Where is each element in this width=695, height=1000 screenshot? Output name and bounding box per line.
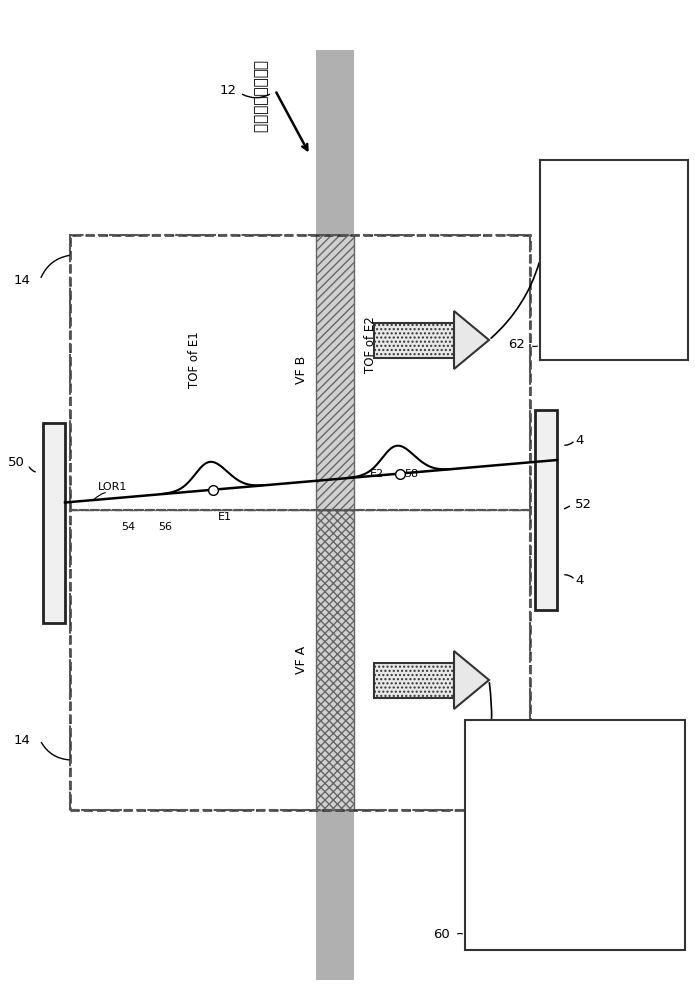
Text: 50: 50 xyxy=(8,456,25,469)
Text: TOF of E1: TOF of E1 xyxy=(188,332,202,388)
Bar xyxy=(316,50,354,235)
Bar xyxy=(316,810,354,980)
Bar xyxy=(70,235,530,510)
Text: 12: 12 xyxy=(220,84,237,97)
Text: VF B: VF B xyxy=(295,356,308,384)
Text: 58: 58 xyxy=(404,469,418,479)
Text: 4: 4 xyxy=(575,574,583,586)
Text: ·  ·  ·: · · · xyxy=(480,768,508,782)
Bar xyxy=(316,510,354,810)
Text: ·  ·  ·: · · · xyxy=(480,882,508,896)
Text: VF A: VF A xyxy=(295,646,308,674)
Text: ·  ·  ·: · · · xyxy=(555,209,583,222)
Text: TOF of E2: TOF of E2 xyxy=(364,317,377,373)
Text: E1: E1 xyxy=(218,512,231,522)
Bar xyxy=(465,720,685,950)
Text: VF  B列表文件: VF B列表文件 xyxy=(550,175,608,188)
Bar xyxy=(316,235,354,510)
Text: 14: 14 xyxy=(13,273,30,286)
Text: LOR1: LOR1 xyxy=(98,482,127,492)
Text: 14: 14 xyxy=(13,734,30,746)
Text: E2: E2 xyxy=(370,469,384,479)
Text: 54: 54 xyxy=(121,522,135,532)
Polygon shape xyxy=(454,311,489,369)
Text: E2: E2 xyxy=(555,284,571,298)
Polygon shape xyxy=(454,651,489,709)
Bar xyxy=(43,422,65,622)
Text: 52: 52 xyxy=(575,498,592,512)
Text: 56: 56 xyxy=(158,522,172,532)
Bar xyxy=(540,160,688,360)
Text: ·  ·  ·: · · · xyxy=(480,806,508,820)
Bar xyxy=(70,235,530,810)
Text: ·  ·  ·: · · · xyxy=(555,322,583,336)
Bar xyxy=(374,662,454,698)
Bar xyxy=(535,410,557,610)
Bar xyxy=(70,510,530,810)
Text: E1: E1 xyxy=(480,844,496,857)
Bar xyxy=(374,322,454,358)
Text: 正在被成像的对象: 正在被成像的对象 xyxy=(252,60,268,133)
Text: 4: 4 xyxy=(575,434,583,446)
Text: 60: 60 xyxy=(433,928,450,942)
Text: VF  A列表文件: VF A列表文件 xyxy=(475,735,533,748)
Text: 62: 62 xyxy=(508,338,525,352)
Text: ·  ·  ·: · · · xyxy=(555,246,583,259)
